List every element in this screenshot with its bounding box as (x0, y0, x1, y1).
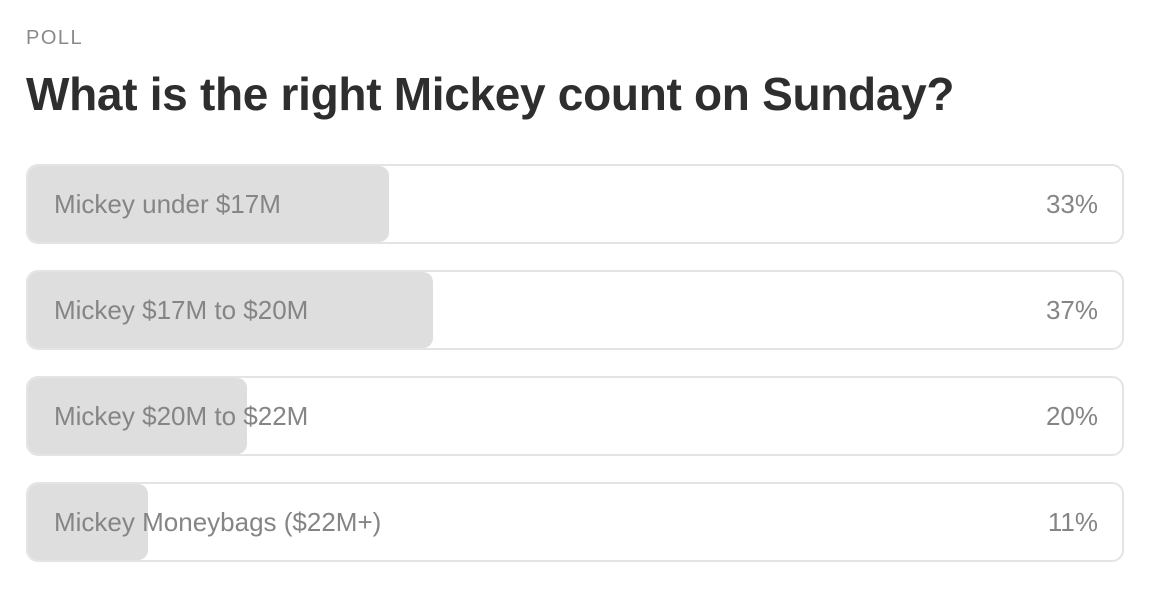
poll-option-label: Mickey $20M to $22M (54, 401, 309, 431)
poll-option-20m-to-22m[interactable]: Mickey $20M to $22M 20% (26, 376, 1124, 456)
poll-options: Mickey under $17M 33% Mickey $17M to $20… (26, 164, 1124, 562)
poll-option-percent: 37% (1045, 295, 1098, 325)
poll-option-result-bar (28, 484, 149, 560)
poll-option-percent: 20% (1045, 401, 1098, 431)
poll-option-under-17m[interactable]: Mickey under $17M 33% (26, 164, 1124, 244)
poll-option-label: Mickey $17M to $20M (54, 295, 309, 325)
poll-option-moneybags[interactable]: Mickey Moneybags ($22M+) 11% (26, 482, 1124, 562)
poll-option-percent: 11% (1047, 507, 1098, 537)
poll-option-percent: 33% (1045, 189, 1098, 219)
poll-option-label: Mickey under $17M (54, 189, 281, 219)
poll-option-result-bar (28, 166, 390, 242)
poll-option-label: Mickey Moneybags ($22M+) (54, 507, 382, 537)
poll-question: What is the right Mickey count on Sunday… (26, 68, 955, 120)
poll-option-result-bar (28, 272, 433, 348)
poll-option-17m-to-20m[interactable]: Mickey $17M to $20M 37% (26, 270, 1124, 350)
poll-card: POLL What is the right Mickey count on S… (26, 27, 1124, 562)
poll-option-result-bar (28, 378, 247, 454)
poll-label: POLL (26, 27, 84, 49)
